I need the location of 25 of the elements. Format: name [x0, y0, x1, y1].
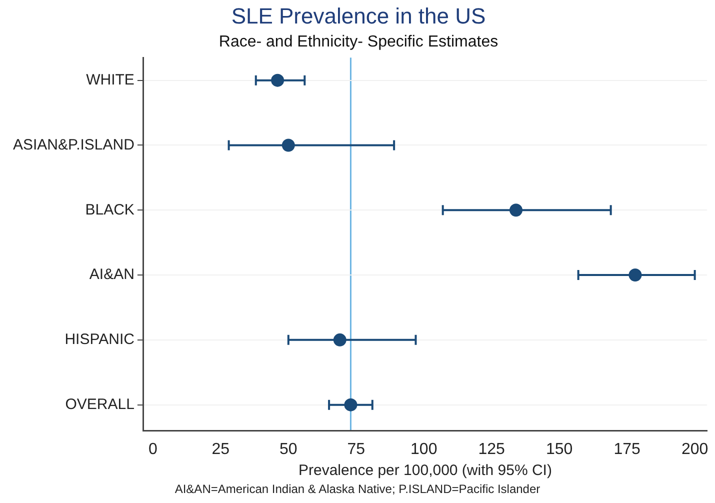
point: [271, 74, 284, 87]
x-tick-label: 150: [546, 440, 573, 458]
x-tick-label: 25: [212, 440, 230, 458]
point: [333, 333, 346, 346]
y-tick-label: WHITE: [86, 71, 134, 88]
point: [282, 138, 295, 152]
x-axis-title: Prevalence per 100,000 (with 95% CI): [298, 462, 552, 480]
point: [344, 398, 358, 412]
x-tick-label: 125: [478, 440, 506, 458]
y-tick-label: BLACK: [85, 201, 134, 218]
x-tick-label: 0: [148, 440, 158, 458]
x-tick-label: 50: [280, 440, 298, 458]
y-tick-label: OVERALL: [65, 396, 134, 413]
x-tick-label: 175: [614, 440, 641, 458]
chart-subtitle: Race- and Ethnicity- Specific Estimates: [218, 33, 498, 50]
x-tick-label: 200: [681, 440, 708, 458]
y-tick-label: AI&AN: [89, 266, 134, 284]
point: [628, 268, 642, 282]
y-tick-label: ASIAN&P.ISLAND: [12, 136, 135, 154]
text: AI&AN=American Indian & Alaska Native; P.ISLAND=Pacific Islander: [174, 482, 542, 496]
x-tick-label: 75: [347, 440, 366, 458]
chart-title: SLE Prevalence in the US: [231, 3, 486, 28]
y-tick-label: HISPANIC: [64, 331, 135, 348]
x-tick-label: 100: [410, 440, 438, 458]
point: [509, 204, 522, 217]
